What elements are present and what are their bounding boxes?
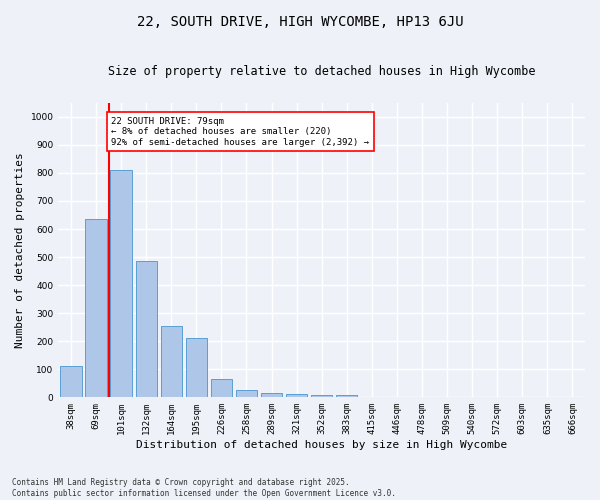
Text: 22 SOUTH DRIVE: 79sqm
← 8% of detached houses are smaller (220)
92% of semi-deta: 22 SOUTH DRIVE: 79sqm ← 8% of detached h… [111,117,369,146]
Bar [185,338,207,398]
Bar [336,394,358,398]
Bar [136,262,157,398]
Bar [236,390,257,398]
Bar [85,219,107,398]
X-axis label: Distribution of detached houses by size in High Wycombe: Distribution of detached houses by size … [136,440,508,450]
Title: Size of property relative to detached houses in High Wycombe: Size of property relative to detached ho… [108,65,535,78]
Bar [60,366,82,398]
Text: Contains HM Land Registry data © Crown copyright and database right 2025.
Contai: Contains HM Land Registry data © Crown c… [12,478,396,498]
Bar [286,394,307,398]
Bar [110,170,132,398]
Bar [261,392,282,398]
Bar [161,326,182,398]
Bar [211,379,232,398]
Y-axis label: Number of detached properties: Number of detached properties [15,152,25,348]
Bar [311,394,332,398]
Text: 22, SOUTH DRIVE, HIGH WYCOMBE, HP13 6JU: 22, SOUTH DRIVE, HIGH WYCOMBE, HP13 6JU [137,15,463,29]
